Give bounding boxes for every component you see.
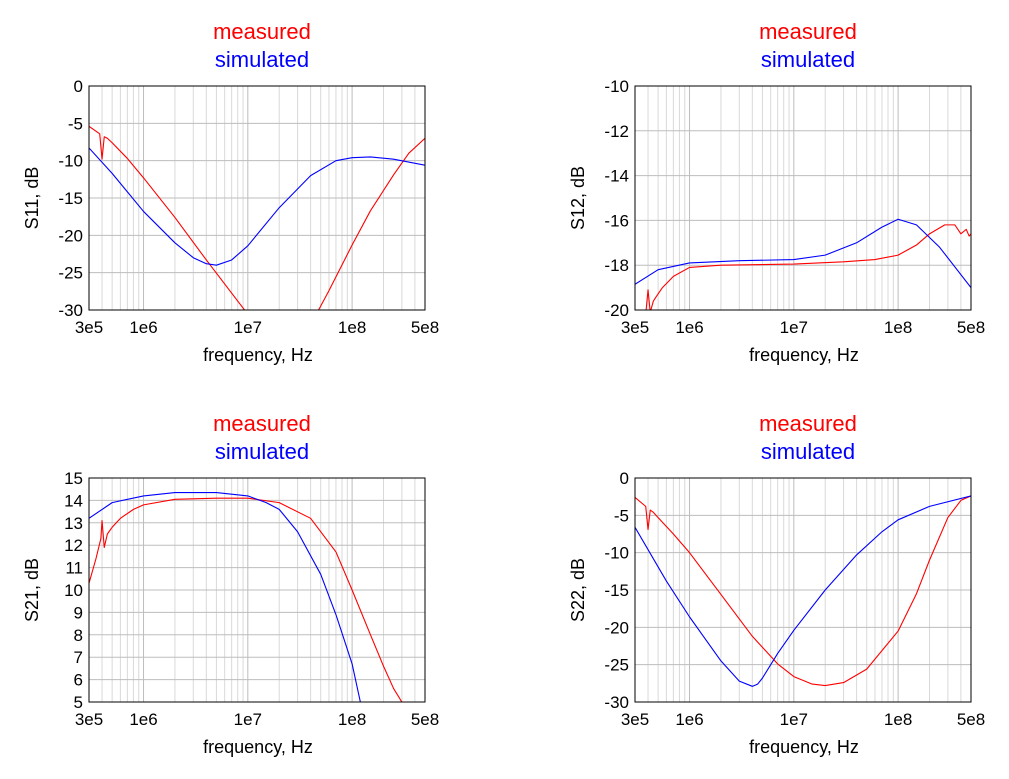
traces: [635, 495, 971, 687]
y-tick-label: -12: [604, 122, 629, 141]
y-tick-label: 14: [64, 491, 83, 510]
x-tick-label: 1e8: [338, 318, 366, 337]
y-tick-label: -30: [58, 301, 83, 320]
series-line-measured: [645, 224, 971, 310]
x-tick-label: 1e6: [129, 710, 157, 729]
y-tick-label: -20: [604, 301, 629, 320]
x-tick-label: 1e7: [234, 318, 262, 337]
y-tick-label: 13: [64, 514, 83, 533]
series-line-measured: [89, 497, 403, 702]
x-tick-label: 1e6: [675, 710, 703, 729]
plot-frame: [634, 477, 972, 703]
x-tick-label: 1e8: [884, 710, 912, 729]
x-tick-label: 1e6: [129, 318, 157, 337]
x-tick-label: 5e8: [411, 318, 439, 337]
x-tick-label: 3e5: [75, 318, 103, 337]
traces: [89, 125, 425, 310]
y-tick-label: -20: [58, 226, 83, 245]
grid: [635, 478, 971, 702]
legend-entry-measured: measured: [213, 19, 311, 44]
chart-s12: 3e5 1e6 1e7 1e8 5e8 -10 -12 -14 -16 -18 -20 frequen…: [568, 19, 985, 365]
y-tick-label: -5: [614, 506, 629, 525]
y-tick-label: -25: [58, 264, 83, 283]
y-tick-label: -20: [604, 618, 629, 637]
plot-frame: [88, 477, 426, 703]
traces: [635, 218, 971, 310]
y-tick-label: 8: [74, 626, 83, 645]
y-axis-label: S21, dB: [22, 558, 42, 622]
y-tick-label: 10: [64, 581, 83, 600]
grid: [635, 86, 971, 310]
y-tick-label: 11: [65, 559, 83, 578]
y-tick-label: -10: [604, 544, 629, 563]
chart-s21: 3e5 1e6 1e7 1e8 5e8 15 14 13 12 11 10 9 8 7 6 5 frequenc…: [22, 411, 439, 757]
y-tick-label: -10: [604, 77, 629, 96]
y-tick-label: 7: [74, 648, 83, 667]
y-tick-label: 0: [620, 469, 629, 488]
chart-s22: 3e5 1e6 1e7 1e8 5e8 0 -5 -10 -15 -20 -25 -30 frequen…: [568, 411, 985, 757]
x-tick-label: 5e8: [411, 710, 439, 729]
chart-s11: 3e5 1e6 1e7 1e8 5e8 0 -5 -10 -15 -20 -25 -30 frequen…: [22, 19, 439, 365]
y-tick-label: 5: [74, 693, 83, 712]
legend-entry-measured: measured: [759, 411, 857, 436]
legend-entry-simulated: simulated: [215, 47, 309, 72]
legend-entry-simulated: simulated: [215, 439, 309, 464]
y-tick-label: 6: [74, 671, 83, 690]
x-tick-label: 1e6: [675, 318, 703, 337]
y-tick-label: -10: [58, 152, 83, 171]
x-tick-label: 1e7: [234, 710, 262, 729]
x-axis-label: frequency, Hz: [203, 737, 313, 757]
series-line-simulated: [635, 218, 971, 288]
x-tick-label: 1e8: [338, 710, 366, 729]
series-line-measured: [89, 125, 425, 310]
y-tick-label: -5: [68, 114, 83, 133]
y-tick-label: -16: [604, 211, 629, 230]
x-tick-label: 3e5: [621, 710, 649, 729]
y-tick-label: -30: [604, 693, 629, 712]
x-tick-label: 5e8: [957, 710, 985, 729]
x-tick-label: 1e7: [780, 318, 808, 337]
series-line-simulated: [635, 495, 971, 687]
y-axis-label: S11, dB: [22, 167, 42, 230]
grid: [89, 478, 425, 702]
x-tick-label: 3e5: [75, 710, 103, 729]
series-line-measured: [635, 495, 971, 687]
grid: [89, 86, 425, 310]
traces: [89, 492, 403, 702]
y-tick-label: 9: [74, 603, 83, 622]
y-axis-label: S22, dB: [568, 558, 588, 622]
x-tick-label: 3e5: [621, 318, 649, 337]
legend-entry-simulated: simulated: [761, 47, 855, 72]
y-axis-label: S12, dB: [568, 166, 588, 230]
x-axis-label: frequency, Hz: [749, 345, 859, 365]
y-tick-label: 15: [64, 469, 83, 488]
x-tick-label: 5e8: [957, 318, 985, 337]
x-tick-label: 1e7: [780, 710, 808, 729]
y-tick-label: 12: [64, 536, 83, 555]
plot-frame: [634, 85, 972, 311]
y-tick-label: -25: [604, 656, 629, 675]
y-tick-label: -18: [604, 256, 629, 275]
legend-entry-simulated: simulated: [761, 439, 855, 464]
y-tick-label: 0: [74, 77, 83, 96]
series-line-simulated: [89, 147, 425, 266]
legend-entry-measured: measured: [213, 411, 311, 436]
x-axis-label: frequency, Hz: [203, 345, 313, 365]
x-tick-label: 1e8: [884, 318, 912, 337]
x-axis-label: frequency, Hz: [749, 737, 859, 757]
series-line-simulated: [89, 492, 361, 702]
y-tick-label: -15: [604, 581, 629, 600]
y-tick-label: -14: [604, 167, 629, 186]
plot-frame: [88, 85, 426, 311]
y-tick-label: -15: [58, 189, 83, 208]
legend-entry-measured: measured: [759, 19, 857, 44]
